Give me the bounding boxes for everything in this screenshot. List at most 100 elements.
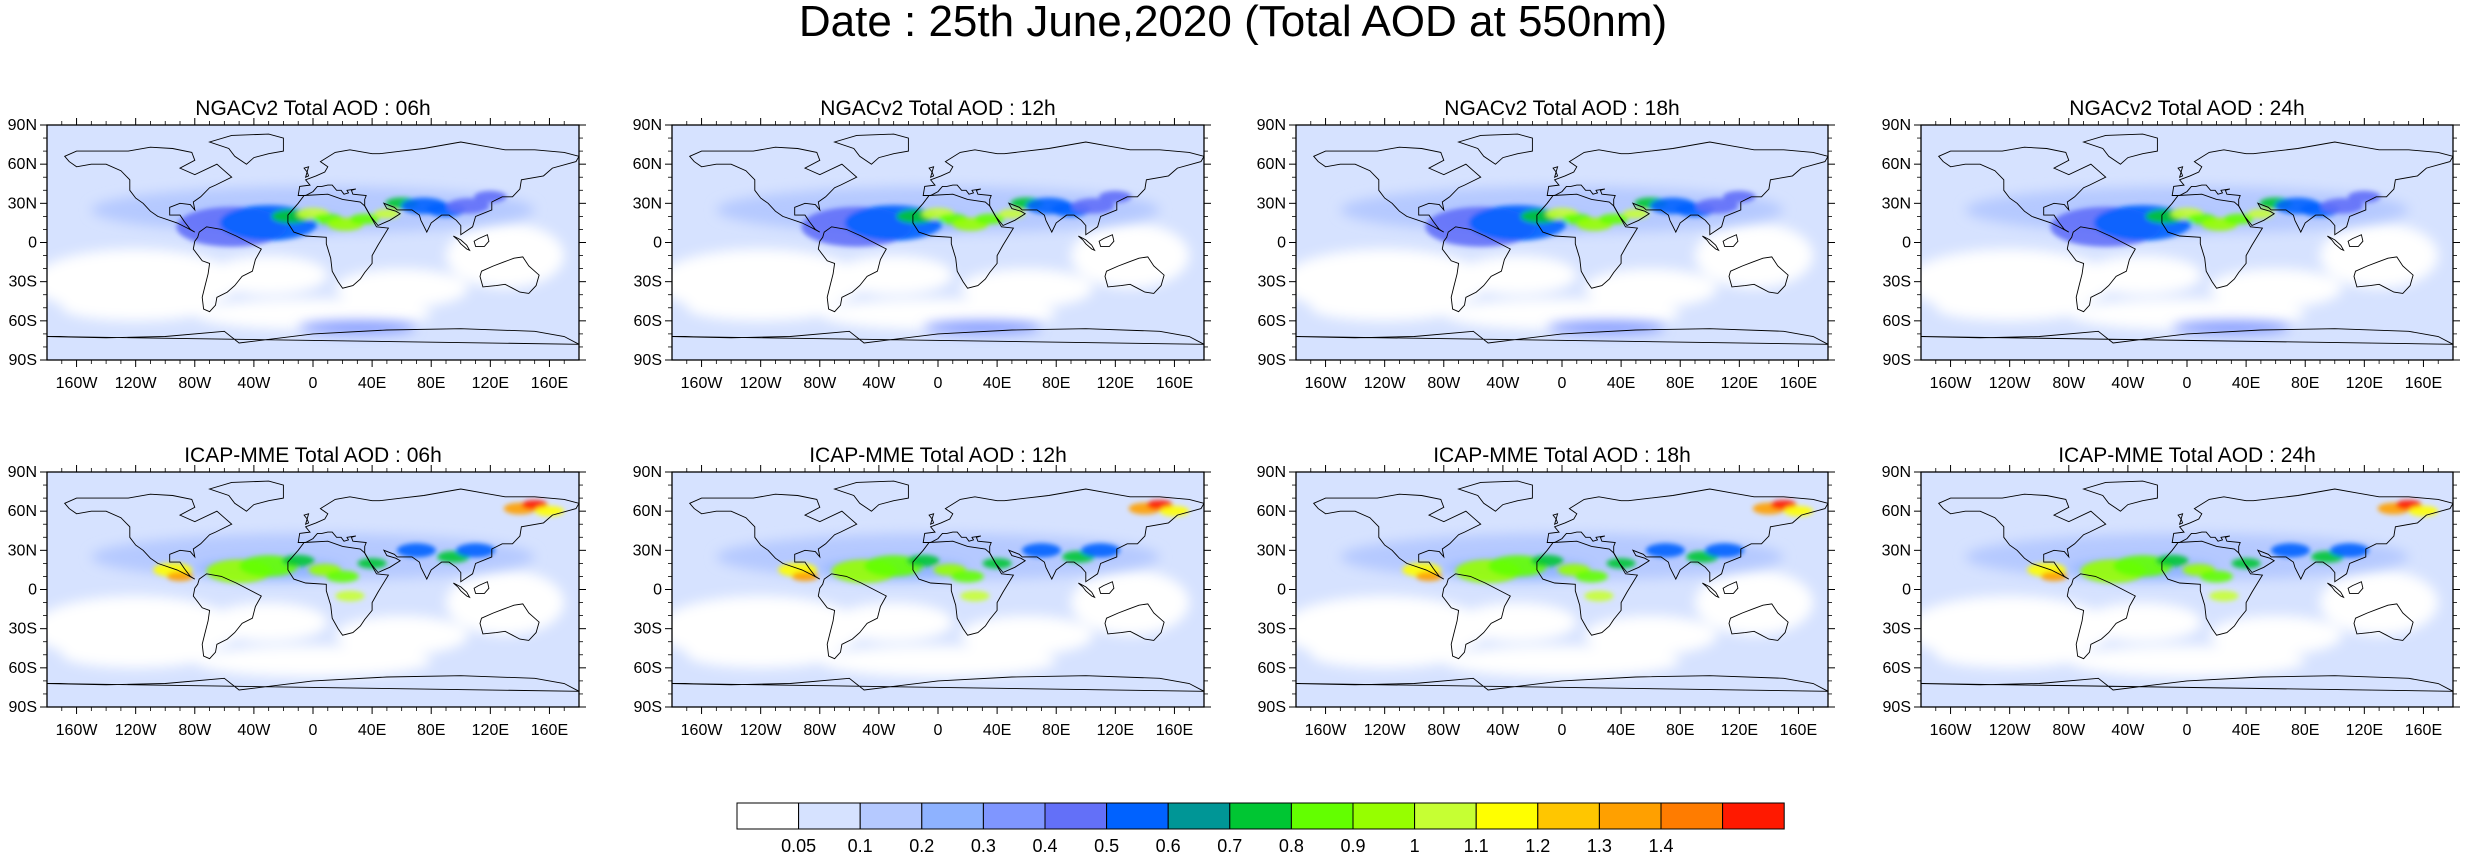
coastline — [192, 226, 262, 313]
coastline — [208, 480, 284, 512]
lon-tick-label: 120W — [1989, 375, 2032, 392]
coastline — [2171, 141, 2453, 236]
colorbar-label: 0.2 — [909, 836, 934, 853]
aod-hotspot — [1159, 505, 1190, 517]
colorbar-swatch — [1598, 802, 1662, 830]
coastline — [1937, 493, 2107, 580]
aod-band-region — [298, 320, 417, 334]
aod-band-region — [1547, 320, 1666, 334]
aod-hotspot — [335, 590, 365, 602]
colorbar-swatch — [1722, 802, 1785, 830]
lon-tick-label: 40E — [358, 375, 386, 392]
coastline — [303, 166, 310, 178]
coastline — [833, 133, 909, 165]
colorbar-swatch — [1290, 802, 1354, 830]
lat-tick-label: 30N — [8, 195, 37, 212]
colorbar-label: 0.9 — [1340, 836, 1365, 853]
coastline — [297, 141, 579, 236]
colorbar-label: 0.7 — [1217, 836, 1242, 853]
lat-tick-label: 90N — [1882, 117, 1911, 134]
colorbar-swatch — [1106, 802, 1169, 830]
aod-hotspot — [1575, 570, 1608, 583]
low-aod-region — [446, 222, 565, 289]
coastline — [1098, 234, 1115, 247]
lat-tick-label: 60S — [1883, 313, 1911, 330]
lon-tick-label: 160E — [1780, 722, 1817, 739]
coastline — [922, 488, 1204, 583]
coastline — [287, 193, 390, 289]
lon-tick-label: 80W — [803, 375, 837, 392]
coastline — [2161, 193, 2264, 289]
coastline — [1104, 256, 1165, 294]
lon-tick-label: 0 — [309, 722, 318, 739]
lon-tick-label: 40E — [2232, 375, 2260, 392]
lat-tick-label: 90N — [1257, 464, 1286, 481]
map-panel: NGACv2 Total AOD : 18h 90N 60N 30N 0 30S 60S 90… — [1257, 97, 1835, 392]
coastline — [817, 226, 887, 313]
panel-title: ICAP-MME Total AOD : 24h — [2058, 444, 2316, 467]
aod-hotspot — [1599, 213, 1629, 225]
lon-tick-label: 120E — [472, 722, 509, 739]
lon-tick-label: 80W — [178, 375, 212, 392]
coastline — [453, 582, 471, 599]
lon-tick-label: 160W — [1930, 375, 1973, 392]
coastlines — [47, 480, 579, 692]
aod-field — [1921, 125, 2453, 360]
lon-tick-label: 40W — [1486, 722, 1520, 739]
coastline — [2066, 226, 2136, 313]
aod-hotspot — [951, 570, 984, 583]
colorbar-label: 1 — [1410, 836, 1420, 853]
coastline — [1546, 141, 1828, 236]
colorbar-swatch — [736, 802, 800, 830]
lon-tick-label: 40W — [2111, 375, 2145, 392]
aod-hotspot — [1696, 198, 1739, 214]
colorbar-swatch — [859, 802, 923, 830]
aod-hotspot — [2155, 554, 2189, 567]
aod-hotspot — [1099, 190, 1132, 203]
lon-tick-label: 120W — [1989, 722, 2032, 739]
coastline — [1546, 488, 1828, 583]
aod-hotspot — [1415, 571, 1443, 582]
coastline — [2177, 513, 2184, 525]
low-aod-region — [209, 255, 328, 295]
lon-tick-label: 80W — [803, 722, 837, 739]
lon-tick-label: 120W — [740, 375, 783, 392]
aod-field — [672, 125, 1204, 360]
coastline — [1552, 513, 1559, 525]
lon-tick-label: 160W — [1930, 722, 1973, 739]
aod-band-region — [2172, 320, 2291, 334]
lon-tick-label: 160W — [56, 722, 99, 739]
aod-hotspot — [960, 590, 990, 602]
coastline — [297, 488, 579, 583]
coastline — [1078, 235, 1096, 252]
aod-hotspot — [166, 571, 194, 582]
lon-tick-label: 40W — [237, 722, 271, 739]
lon-tick-label: 80E — [1042, 722, 1070, 739]
colorbar-label: 0.05 — [781, 836, 816, 853]
map-panel: NGACv2 Total AOD : 06h 90N 60N 30N 0 30S 60S 90… — [8, 97, 586, 392]
coastline — [912, 193, 1015, 289]
lon-tick-label: 120W — [115, 375, 158, 392]
low-aod-region — [209, 602, 328, 642]
coastline — [688, 146, 858, 233]
aod-hotspot — [998, 209, 1025, 219]
lon-tick-label: 80W — [1427, 375, 1461, 392]
lat-tick-label: 30S — [634, 274, 662, 291]
aod-hotspot — [326, 570, 359, 583]
low-aod-region — [335, 268, 469, 308]
lat-tick-label: 30S — [1258, 621, 1286, 638]
lon-tick-label: 120W — [1364, 375, 1407, 392]
coastline — [1312, 146, 1482, 233]
aod-hotspot — [2040, 571, 2068, 582]
coastline — [2327, 582, 2345, 599]
coastline — [1536, 193, 1639, 289]
coastline — [303, 513, 310, 525]
low-aod-region — [834, 602, 953, 642]
lon-tick-label: 40E — [1607, 375, 1635, 392]
aod-field — [47, 125, 579, 360]
aod-hotspot — [373, 209, 400, 219]
aod-field — [1296, 125, 1828, 360]
lat-tick-label: 30S — [1883, 621, 1911, 638]
low-aod-region — [2209, 268, 2343, 308]
low-aod-areas — [1296, 222, 1814, 330]
